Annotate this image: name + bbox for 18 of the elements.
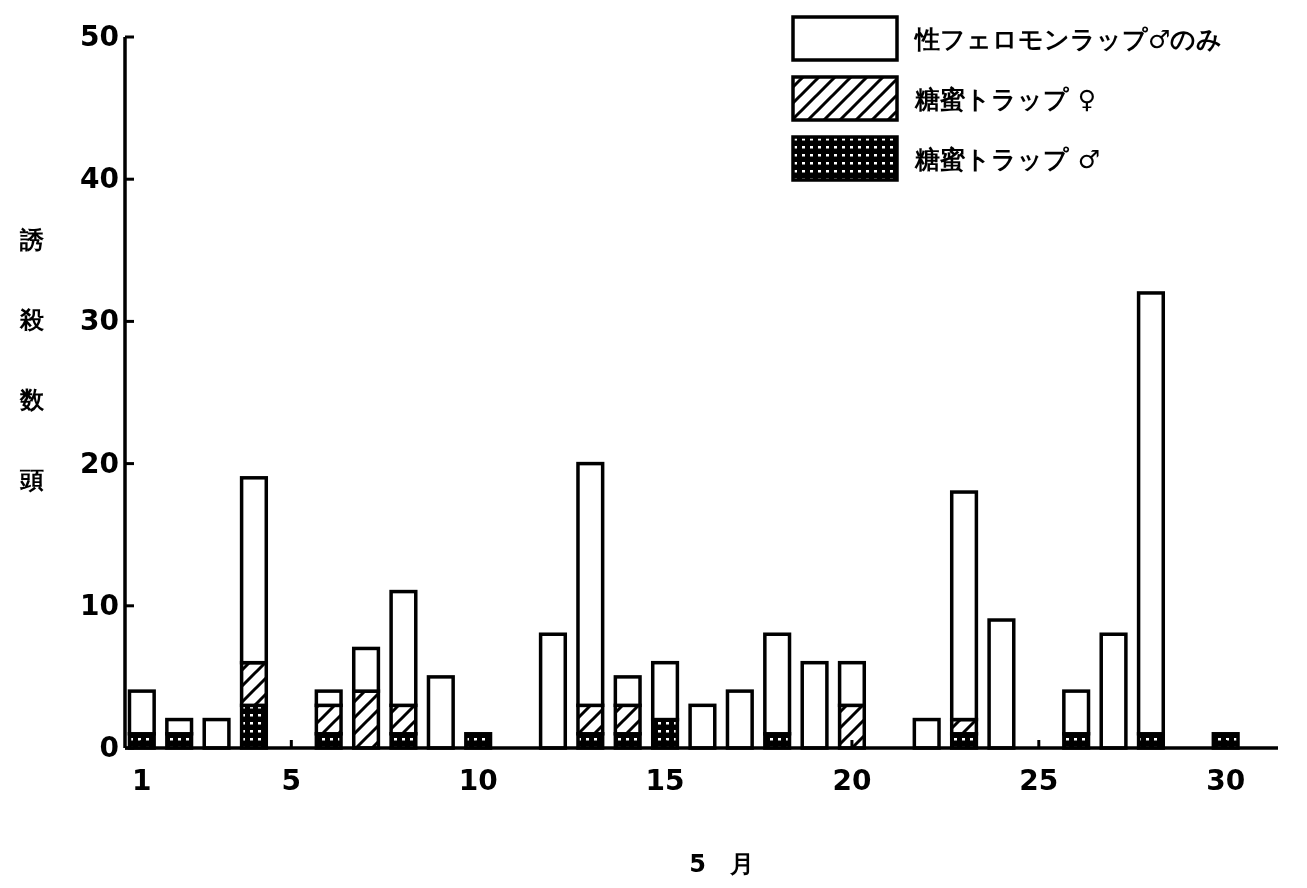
x-tick-label: 15 [645,764,685,797]
legend-label: 性フェロモンラップ♂のみ [913,25,1223,54]
x-tick-label: 10 [458,764,498,797]
x-tick-label: 5 [281,764,302,797]
legend-label: 糖蜜トラップ ♂ [914,145,1101,174]
y-tick-label: 0 [99,731,119,764]
text: 誘殺数頭 [20,226,44,494]
legend-label: 糖蜜トラップ ♀ [914,85,1097,114]
x-tick-label: 30 [1206,764,1246,797]
x-tick-label: 20 [832,764,872,797]
x-tick-label: 1 [132,764,152,797]
y-tick-label: 10 [80,588,119,622]
y-tick-label: 40 [80,162,119,196]
x-tick-label: 25 [1019,764,1059,797]
y-tick-label: 50 [80,20,119,53]
y-tick-label: 20 [80,446,119,480]
y-tick-label: 30 [80,304,119,338]
x-axis-title: 5 月 [689,850,754,878]
